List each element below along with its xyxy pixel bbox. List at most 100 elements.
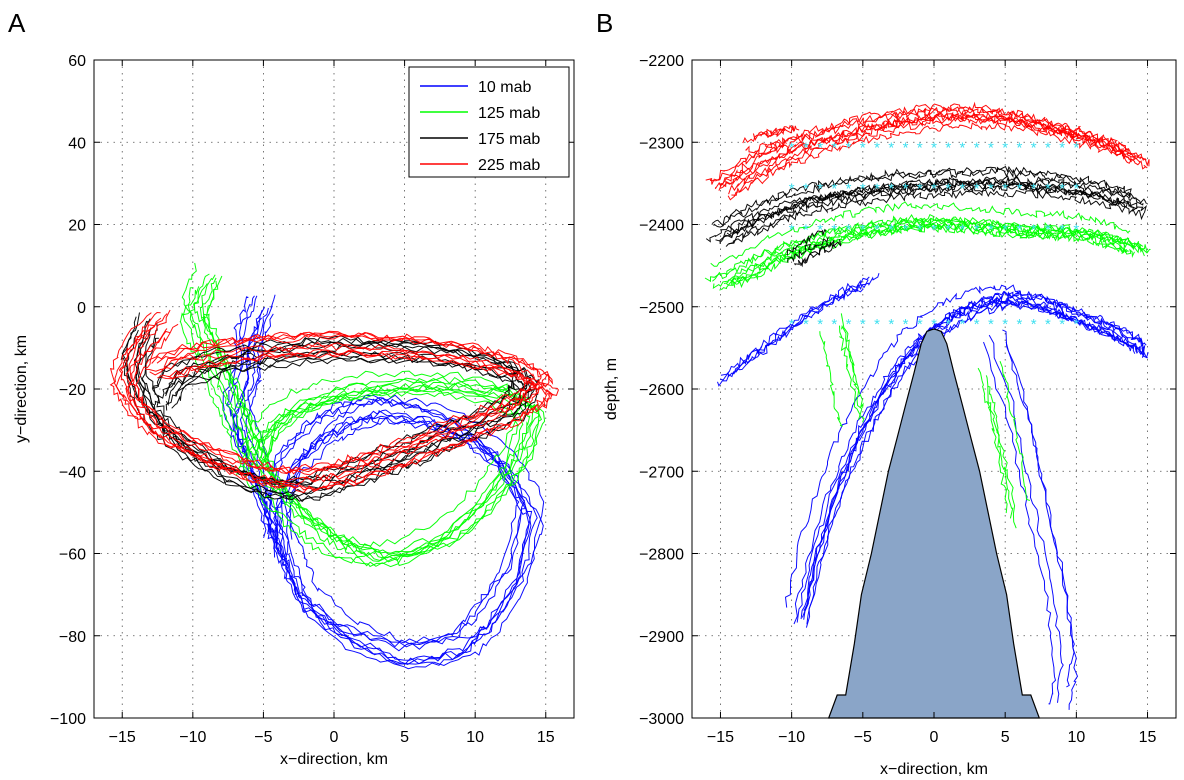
release-marker: * (974, 316, 980, 333)
release-marker: * (945, 139, 951, 156)
release-marker: * (803, 316, 809, 333)
release-marker: * (789, 139, 795, 156)
trajectory-line (245, 313, 544, 667)
x-tick-label: 15 (1139, 729, 1157, 746)
y-tick-label: 40 (68, 135, 86, 152)
trajectory-line (121, 312, 520, 484)
release-marker: * (831, 180, 837, 197)
release-marker: * (917, 222, 923, 239)
release-marker: * (817, 222, 823, 239)
release-marker: * (988, 316, 994, 333)
trajectory-line (199, 274, 540, 554)
release-marker: * (960, 180, 966, 197)
release-marker: * (860, 180, 866, 197)
y-tick-label: −100 (50, 711, 86, 728)
y-tick-label: −40 (59, 464, 86, 481)
trajectory-line (205, 275, 546, 559)
panel-a-xlabel: x−direction, km (280, 751, 388, 768)
release-marker: * (1045, 316, 1051, 333)
panel-b-xlabel: x−direction, km (880, 761, 988, 778)
trajectory-line (115, 317, 540, 486)
trajectory-line (120, 316, 518, 483)
release-marker: * (1031, 139, 1037, 156)
release-marker: * (860, 316, 866, 333)
release-marker: * (1073, 316, 1079, 333)
x-tick-label: 0 (330, 729, 339, 746)
trajectory-line (193, 273, 535, 554)
release-marker: * (960, 222, 966, 239)
trajectory-line (786, 228, 827, 256)
x-tick-label: 5 (400, 729, 409, 746)
trajectory-line (805, 300, 1149, 628)
y-tick-label: −2500 (639, 300, 684, 317)
trajectory-line (202, 277, 540, 559)
release-marker: * (1031, 180, 1037, 197)
legend-label-10mab: 10 mab (478, 79, 531, 96)
release-marker: * (831, 222, 837, 239)
release-marker: * (1073, 139, 1079, 156)
release-marker: * (874, 180, 880, 197)
trajectory-line (732, 273, 880, 375)
release-marker: * (1002, 222, 1008, 239)
release-marker: * (931, 139, 937, 156)
x-tick-label: 5 (1001, 729, 1010, 746)
seamount-profile (827, 328, 1041, 719)
release-marker: * (1002, 139, 1008, 156)
trajectory-line (988, 334, 1064, 703)
trajectory-line (752, 124, 795, 141)
release-marker: * (903, 222, 909, 239)
x-tick-label: 10 (1067, 729, 1085, 746)
panel-a-chart: −15 −10 −5 0 5 10 15 −100 −80 −60 −40 −20 0 20 40 60 x−… (13, 53, 575, 768)
release-marker: * (831, 139, 837, 156)
y-tick-label: −2600 (639, 382, 684, 399)
trajectory-line (225, 295, 526, 648)
release-marker: * (1045, 180, 1051, 197)
panel-a-ticks: −15 −10 −5 0 5 10 15 −100 −80 −60 −40 −20 0 20 40 60 (50, 53, 574, 746)
release-marker: * (931, 222, 937, 239)
trajectory-line (719, 181, 1138, 245)
trajectory-line (999, 361, 1031, 501)
trajectory-line (1005, 341, 1079, 710)
y-tick-label: −2200 (639, 53, 684, 70)
release-marker: * (817, 180, 823, 197)
panel-b-series (704, 101, 1151, 710)
release-marker: * (988, 139, 994, 156)
release-marker: * (945, 222, 951, 239)
release-marker: * (789, 222, 795, 239)
panel-label-b: B (596, 8, 613, 38)
trajectory-line (784, 284, 1129, 608)
trajectory-line (704, 216, 1125, 283)
release-marker: * (974, 222, 980, 239)
release-marker: * (874, 222, 880, 239)
trajectory-line (723, 175, 1144, 238)
release-marker: * (988, 180, 994, 197)
trajectory-line (712, 223, 1129, 289)
y-tick-label: 20 (68, 218, 86, 235)
y-tick-label: −80 (59, 629, 86, 646)
trajectory-line (711, 165, 1132, 227)
trajectory-line (742, 127, 786, 144)
release-marker: * (888, 139, 894, 156)
y-tick-label: −2900 (639, 629, 684, 646)
release-marker: * (1059, 139, 1065, 156)
release-marker: * (1002, 316, 1008, 333)
release-marker: * (803, 222, 809, 239)
release-marker: * (888, 222, 894, 239)
release-marker: * (1016, 316, 1022, 333)
release-marker: * (803, 139, 809, 156)
trajectory-line (141, 337, 539, 503)
release-marker: * (789, 316, 795, 333)
trajectory-line (125, 328, 553, 491)
release-marker: * (1016, 222, 1022, 239)
trajectory-line (710, 201, 1131, 267)
release-marker: * (860, 222, 866, 239)
trajectory-line (226, 295, 527, 652)
trajectory-line (189, 283, 531, 562)
trajectory-line (985, 375, 1014, 519)
panel-b-ylabel: depth, m (603, 358, 620, 420)
trajectory-line (728, 113, 1147, 195)
release-marker: * (888, 180, 894, 197)
trajectory-line (819, 331, 843, 427)
x-tick-label: −5 (854, 729, 872, 746)
